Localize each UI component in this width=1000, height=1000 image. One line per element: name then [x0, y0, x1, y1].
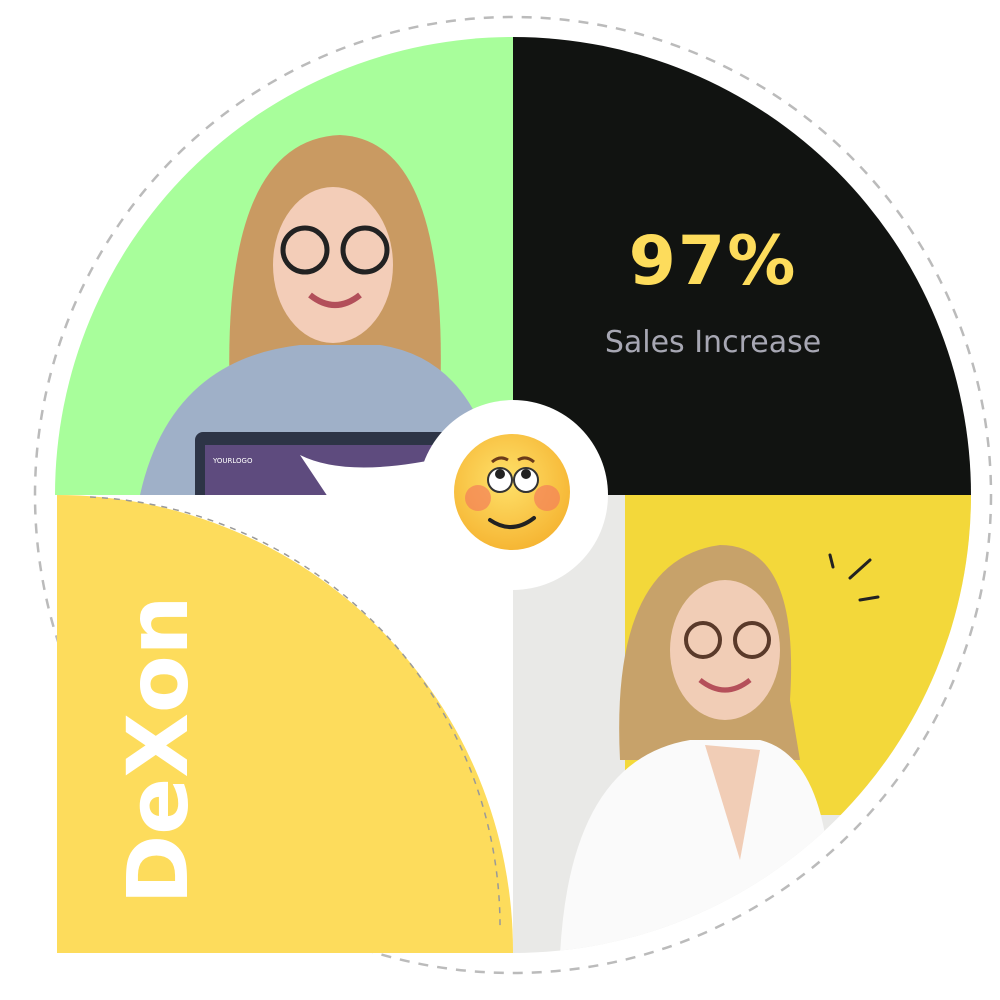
stat-label: Sales Increase: [604, 325, 822, 360]
blushing-emoji-icon: [454, 434, 570, 550]
brand-name: DeXon: [109, 595, 207, 905]
stat-value: 97%: [628, 222, 798, 301]
photo-top-left: YOURLOGO: [140, 135, 500, 502]
laptop-logo-text: YOURLOGO: [212, 457, 253, 465]
photo-bottom-right: [513, 495, 971, 953]
dashed-ring: [33, 15, 993, 975]
inner-dashed-arc: [89, 496, 501, 931]
yellow-quarter: [57, 495, 514, 953]
